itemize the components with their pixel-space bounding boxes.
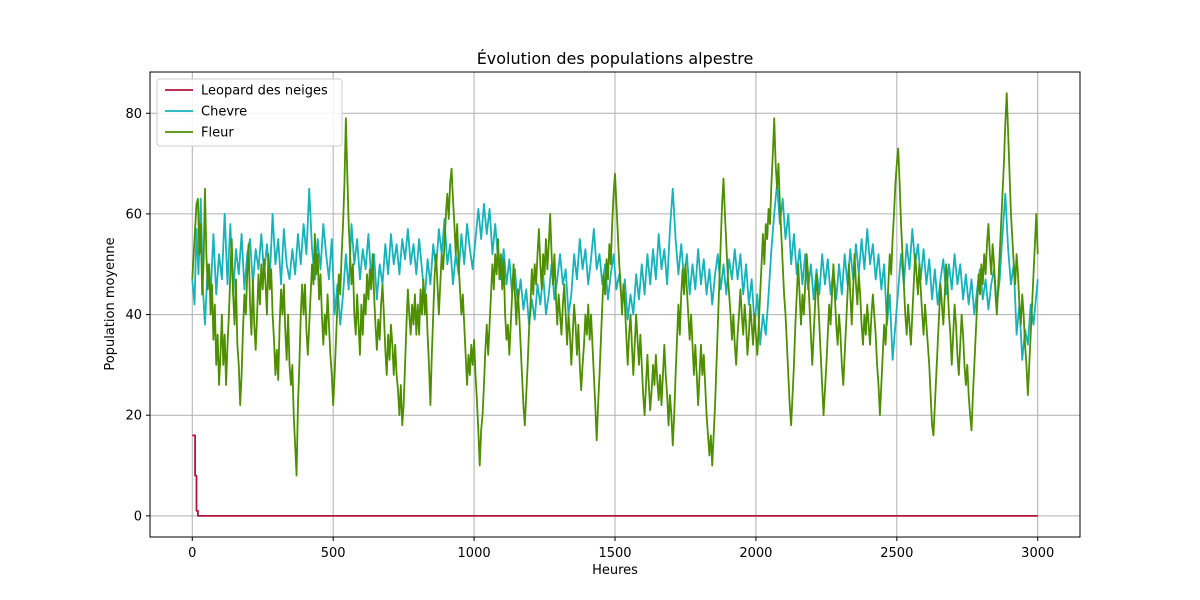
axis-ticks: 0 500 1000 1500 2000 2500 3000 0 20 40 60 80	[125, 107, 1054, 561]
chart-title: Évolution des populations alpestre	[477, 49, 754, 68]
series-line-0	[192, 434, 1038, 517]
y-tick-label: 80	[125, 107, 142, 122]
x-tick-label: 0	[188, 546, 196, 561]
y-tick-label: 60	[125, 207, 142, 222]
x-axis-label: Heures	[592, 563, 638, 578]
series-lines	[191, 92, 1039, 517]
legend-label-0: Leopard des neiges	[201, 84, 328, 99]
x-tick-label: 2000	[739, 546, 772, 561]
x-tick-label: 3000	[1021, 546, 1054, 561]
y-axis-label: Population moyenne	[103, 237, 118, 370]
legend-label-1: Chevre	[201, 105, 247, 120]
series-line-1	[191, 182, 1039, 361]
series-line-2	[191, 92, 1039, 477]
y-tick-label: 0	[134, 509, 142, 524]
y-tick-label: 20	[125, 409, 142, 424]
y-tick-label: 40	[125, 308, 142, 323]
legend: Leopard des neiges Chevre Fleur	[156, 78, 343, 147]
x-tick-label: 500	[321, 546, 346, 561]
legend-box	[156, 78, 343, 147]
x-tick-label: 1500	[598, 546, 631, 561]
legend-label-2: Fleur	[201, 126, 234, 141]
x-tick-label: 2500	[880, 546, 913, 561]
x-tick-label: 1000	[458, 546, 491, 561]
